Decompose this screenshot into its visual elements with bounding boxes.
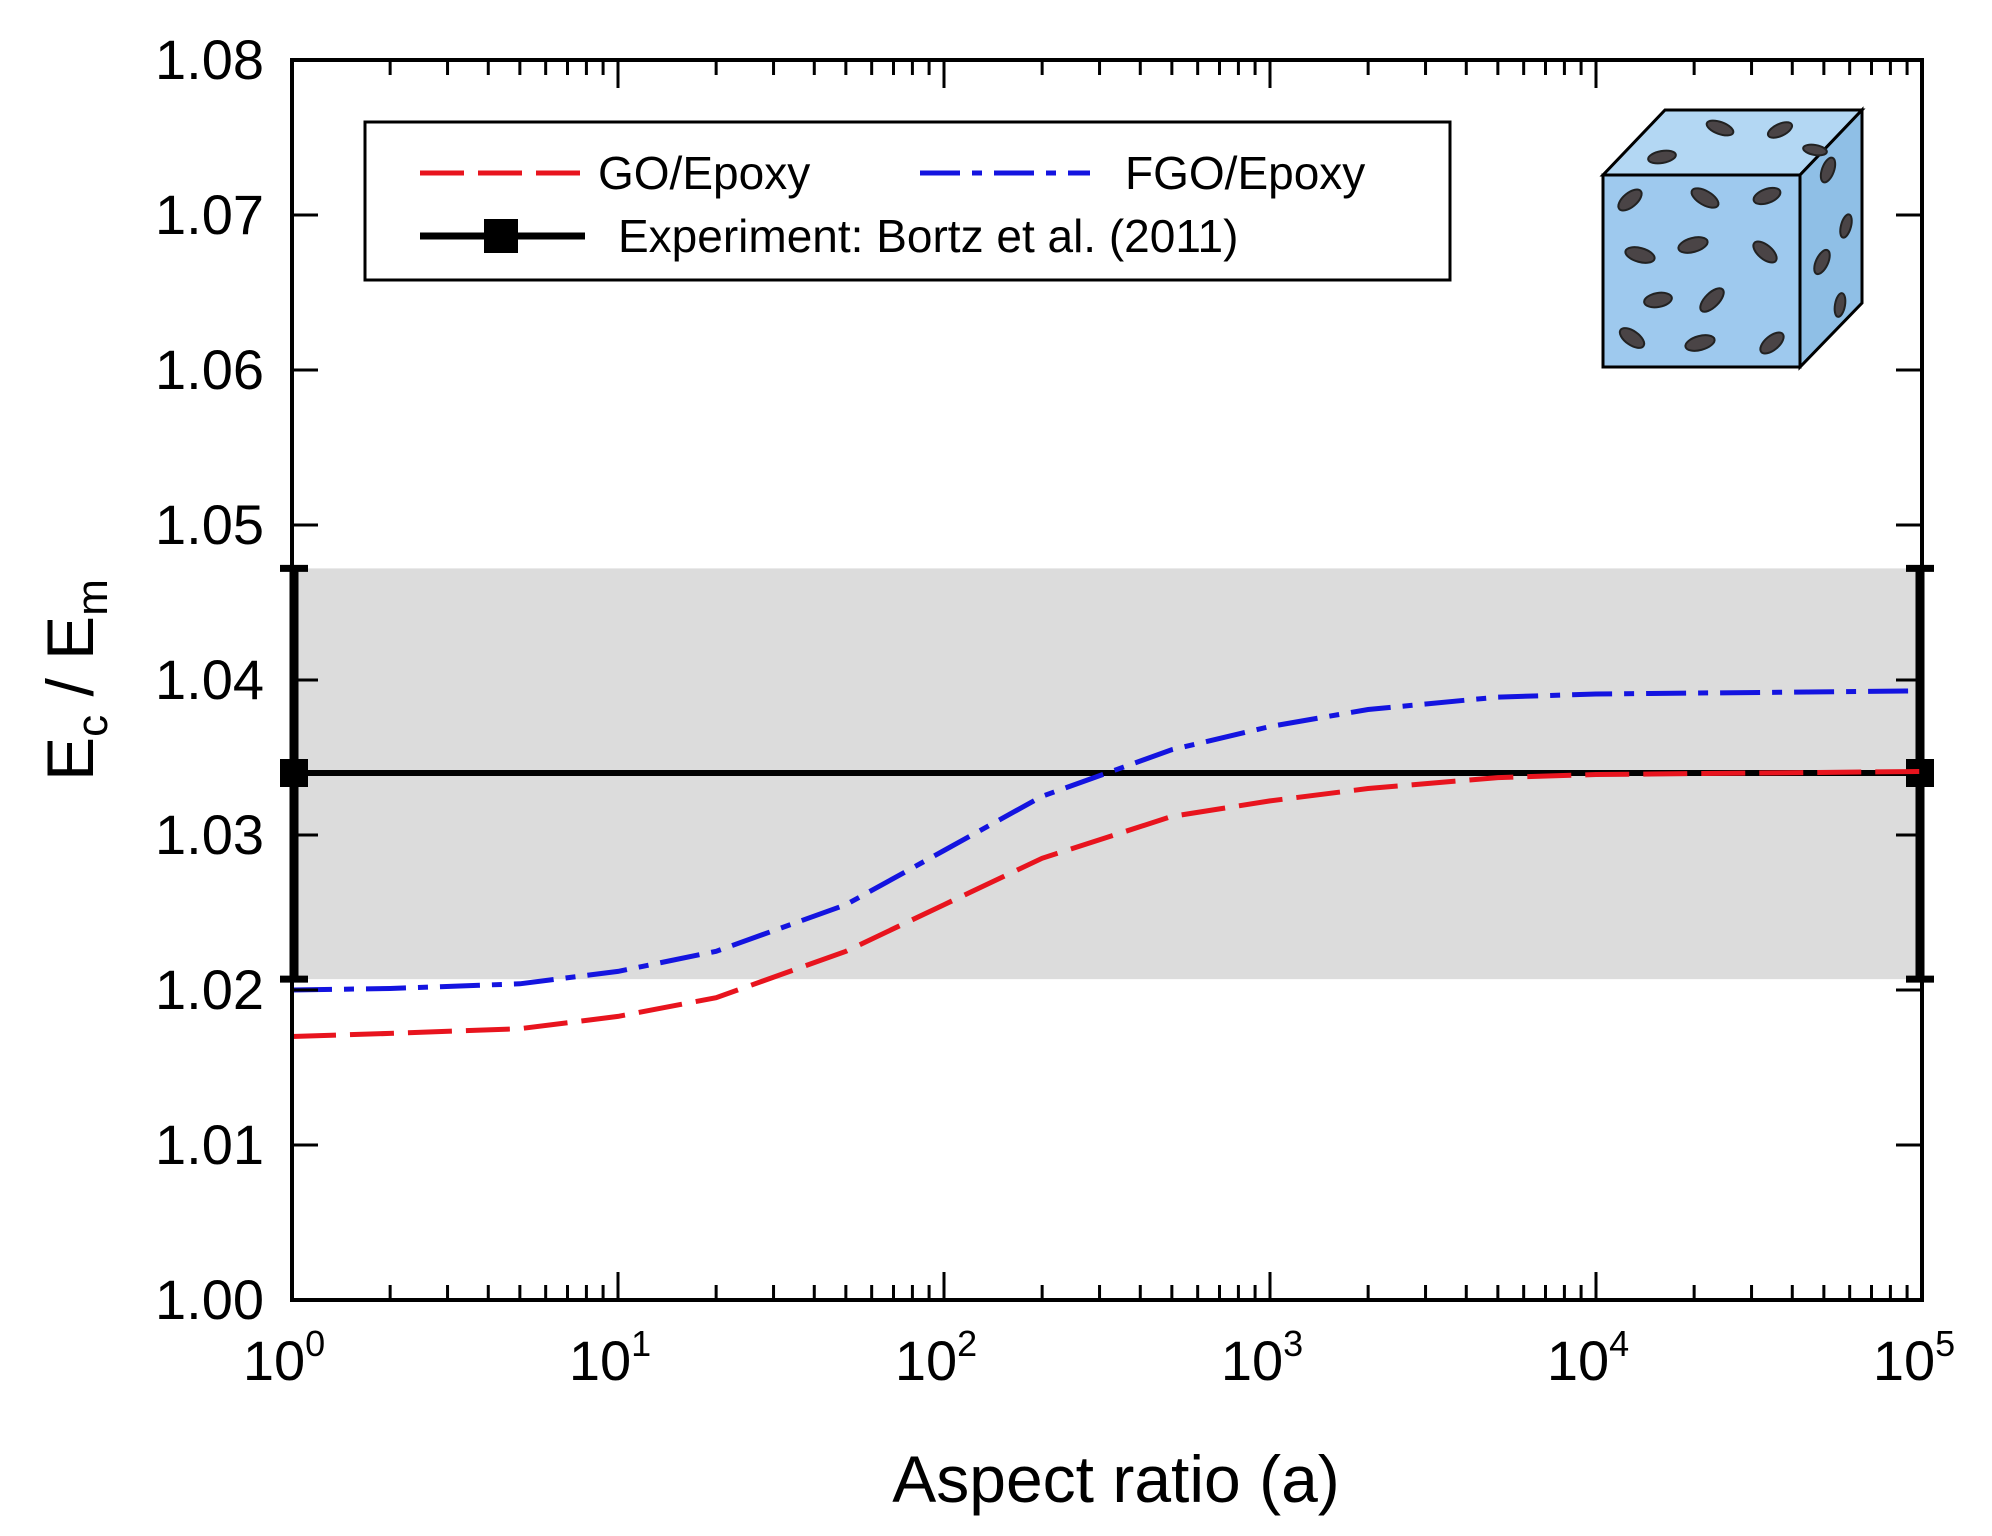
legend-label-experiment: Experiment: Bortz et al. (2011) [618, 210, 1238, 262]
x-tick-label: 100 [243, 1323, 325, 1392]
legend-label-fgo: FGO/Epoxy [1125, 147, 1365, 199]
y-tick-label: 1.08 [155, 28, 264, 91]
series-go-epoxy-line [291, 769, 1923, 1039]
legend-marker-experiment [484, 219, 518, 253]
y-tick-label: 1.01 [155, 1113, 264, 1176]
y-tick-label: 1.06 [155, 338, 264, 401]
y-tick-label: 1.07 [155, 183, 264, 246]
y-tick-label: 1.05 [155, 493, 264, 556]
legend: GO/Epoxy FGO/Epoxy Experiment: Bortz et … [363, 120, 1452, 282]
y-tick-label: 1.03 [155, 803, 264, 866]
x-tick-label: 103 [1221, 1323, 1303, 1392]
cube-icon [1599, 106, 1866, 371]
series-fgo-epoxy-line [291, 688, 1923, 993]
x-tick-label: 104 [1547, 1323, 1629, 1392]
legend-label-go: GO/Epoxy [598, 147, 810, 199]
y-tick-label: 1.02 [155, 958, 264, 1021]
y-tick-label: 1.00 [155, 1268, 264, 1331]
legend-box [363, 120, 1452, 282]
x-tick-label: 105 [1873, 1323, 1955, 1392]
y-axis-title: Ec / Em [33, 579, 117, 781]
x-tick-label: 101 [569, 1323, 651, 1392]
x-axis-title: Aspect ratio (a) [892, 1442, 1340, 1516]
y-tick-label: 1.04 [155, 648, 264, 711]
x-tick-label: 102 [895, 1323, 977, 1392]
